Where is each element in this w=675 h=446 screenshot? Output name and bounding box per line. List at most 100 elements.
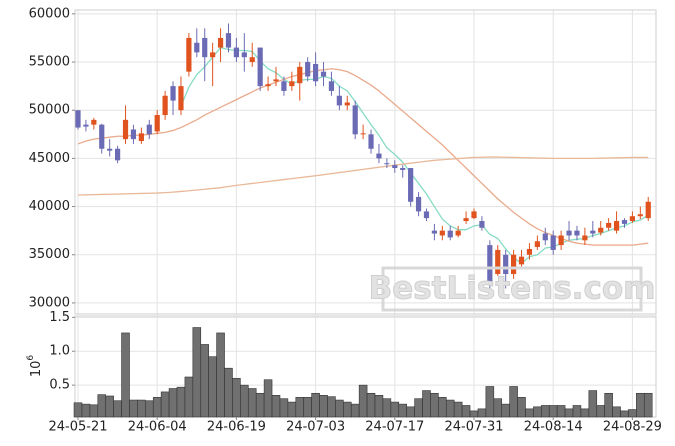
candle-body <box>518 256 525 265</box>
candle-body <box>503 254 509 275</box>
volume-bar <box>572 405 582 418</box>
candle-body <box>107 148 113 151</box>
candle-body <box>439 230 445 236</box>
volume-bar <box>263 379 273 418</box>
volume-bar <box>113 400 122 418</box>
volume-bar <box>604 392 613 418</box>
candle-body <box>455 230 461 236</box>
volume-bar <box>445 399 455 418</box>
candle-body <box>336 95 342 106</box>
volume-bar <box>358 384 368 418</box>
candle-body <box>162 95 168 116</box>
volume-bar <box>366 392 376 418</box>
volume-bar <box>255 392 265 418</box>
candle-body <box>225 33 232 48</box>
candle-body <box>328 81 335 91</box>
volume-bar <box>390 401 400 418</box>
candle-body <box>598 227 604 233</box>
candle-body <box>590 230 596 234</box>
candle-body <box>202 37 208 58</box>
volume-bar <box>240 384 249 418</box>
candle-body <box>463 218 469 222</box>
candle-body <box>566 230 572 236</box>
candle-body <box>558 235 564 246</box>
volume-bar <box>97 394 107 418</box>
volume-bar <box>517 397 526 418</box>
candle-body <box>526 248 533 255</box>
candle-body <box>297 66 303 84</box>
candle-body <box>352 105 358 135</box>
candle-body <box>83 124 89 127</box>
volume-bar <box>295 397 305 418</box>
candle-body <box>99 124 105 149</box>
candle-body <box>574 230 580 236</box>
volume-bar <box>485 386 495 418</box>
price-frame <box>74 9 657 315</box>
candle-body <box>194 42 200 53</box>
volume-bar <box>596 405 605 418</box>
candle-body <box>249 57 255 63</box>
candle-body <box>210 52 216 58</box>
volume-bar <box>216 332 225 418</box>
volume-bar <box>224 367 233 418</box>
x-tick-label: 24-05-21 <box>48 420 107 435</box>
x-tick-label: 24-08-14 <box>524 420 583 435</box>
volume-bar <box>152 397 162 418</box>
volume-bar <box>176 386 186 418</box>
watermark-box <box>381 266 643 312</box>
volume-bar <box>643 392 653 418</box>
volume-bar <box>279 398 289 418</box>
volume-bar <box>541 405 550 418</box>
candle-body <box>384 163 390 165</box>
volume-bar <box>232 378 241 418</box>
y-tick-label: 50000 <box>29 103 70 118</box>
candle-body <box>542 233 548 241</box>
volume-bar <box>319 395 328 418</box>
y-axis-label: 106 <box>26 355 44 378</box>
volume-bar <box>509 386 518 418</box>
volume-bar <box>580 408 590 418</box>
volume-bar <box>469 410 479 418</box>
volume-bar <box>184 376 194 418</box>
ylabel-base: 10 <box>29 361 44 378</box>
volume-bar <box>81 403 91 418</box>
volume-bar <box>628 409 637 418</box>
volume-bar <box>73 402 83 418</box>
candle-body <box>645 201 651 219</box>
y-tick-label: 45000 <box>29 151 70 166</box>
volume-bar <box>438 397 447 418</box>
x-tick-label: 24-08-29 <box>603 420 662 435</box>
candle-body <box>613 221 620 231</box>
candle-body <box>376 153 382 159</box>
candle-body <box>400 168 406 170</box>
volume-bar <box>129 399 138 418</box>
moving-average-line <box>77 68 649 246</box>
volume-bar <box>343 401 352 418</box>
candle-body <box>415 196 422 212</box>
candle-body <box>423 211 430 219</box>
candle-body <box>257 47 263 87</box>
volume-bar <box>137 399 146 418</box>
candle-body <box>265 84 271 87</box>
volume-bar <box>192 327 202 418</box>
mark-layer <box>73 23 653 418</box>
volume-bar <box>533 406 542 418</box>
candle-body <box>75 110 81 128</box>
volume-bar <box>200 344 209 418</box>
y-tick-label: 55000 <box>29 55 70 70</box>
volume-bar <box>620 410 629 418</box>
volume-bar <box>311 392 320 418</box>
volume-bar <box>168 388 178 418</box>
candle-body <box>305 62 311 77</box>
volume-bar <box>414 398 423 418</box>
ylabel-exponent: 6 <box>26 355 36 361</box>
volume-bar <box>145 400 154 418</box>
y-tick-label: 0.5 <box>49 378 70 393</box>
candle-body <box>217 37 224 48</box>
volume-bar <box>548 405 558 418</box>
candle-body <box>392 165 398 169</box>
candle-body <box>91 119 97 125</box>
candle-body <box>511 254 517 275</box>
volume-bar <box>89 404 99 418</box>
